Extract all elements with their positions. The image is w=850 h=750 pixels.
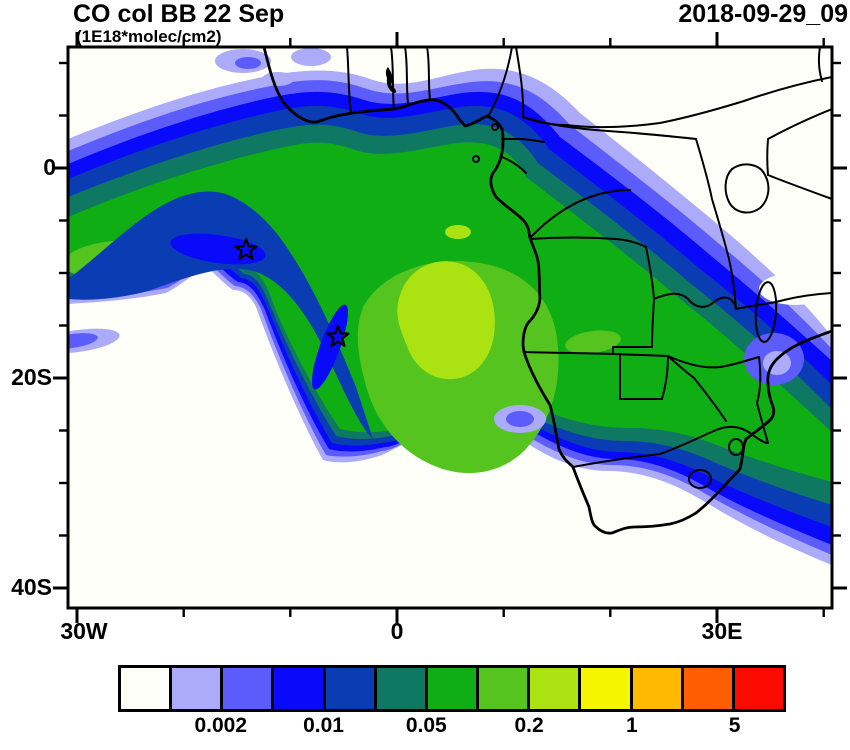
- star-marker: [326, 324, 350, 347]
- colorbar: [118, 665, 786, 712]
- contour-band: [759, 273, 831, 305]
- colorbar-cell: [479, 668, 531, 709]
- y-tick-label-0: 0: [43, 154, 56, 180]
- colorbar-cell: [632, 668, 684, 709]
- units-label: (1E18*molec/cm2): [76, 27, 222, 46]
- plot-frame: [66, 45, 834, 610]
- map-plot-area: [53, 32, 847, 623]
- page-title: CO col BB 22 Sep: [73, 0, 285, 28]
- map-dot: [491, 123, 499, 131]
- colorbar-cell: [427, 668, 480, 709]
- africa-coastline: [262, 47, 832, 535]
- x-tick-label-30w: 30W: [60, 618, 108, 644]
- lake-victoria-outline: [724, 163, 770, 214]
- colorbar-label: 0.05: [405, 714, 447, 737]
- colorbar-label: 0.002: [194, 714, 248, 737]
- contour-band: [262, 72, 294, 86]
- contour-band: [506, 411, 534, 427]
- contour-map: [53, 32, 847, 623]
- colorbar-label: 0.01: [303, 714, 344, 737]
- colorbar-cell: [376, 668, 428, 709]
- x-tick-label-0: 0: [390, 618, 404, 644]
- colorbar-cell: [223, 668, 275, 709]
- colorbar-labels: 0.002 0.01 0.05 0.2 1 5: [118, 714, 786, 742]
- map-dot: [472, 155, 480, 163]
- contour-band: [235, 57, 261, 69]
- contour-band: [291, 48, 331, 66]
- contour-band: [565, 330, 621, 354]
- star-markers: [234, 237, 350, 347]
- colorbar-cell: [581, 668, 633, 709]
- contour-band: [763, 351, 791, 375]
- contour-band: [68, 191, 373, 439]
- country-borders: [346, 47, 832, 489]
- star-marker: [234, 237, 258, 260]
- colorbar-cell: [734, 668, 784, 709]
- colorbar-cell: [325, 668, 377, 709]
- x-tick-label-30e: 30E: [701, 618, 743, 644]
- axis-ticks: [53, 32, 847, 623]
- colorbar-cell: [121, 668, 173, 709]
- contour-band: [68, 333, 98, 349]
- y-tick-label-20s: 20S: [11, 364, 52, 390]
- colorbar-label: 1: [626, 714, 638, 737]
- colorbar-cell: [683, 668, 735, 709]
- lake-volta: [385, 67, 397, 93]
- contour-band: [445, 225, 471, 239]
- timestamp-label: 2018-09-29_09: [678, 0, 848, 28]
- colorbar-cell: [274, 668, 326, 709]
- lesotho-outline: [688, 469, 712, 489]
- contour-band: [397, 261, 495, 380]
- colorbar-label: 0.2: [514, 714, 544, 737]
- colorbar-cell: [530, 668, 582, 709]
- lake-malawi-outline: [754, 281, 778, 343]
- y-tick-label-40s: 40S: [11, 574, 52, 600]
- contour-layers: [68, 47, 832, 566]
- colorbar-cell: [172, 668, 224, 709]
- colorbar-label: 5: [728, 714, 741, 737]
